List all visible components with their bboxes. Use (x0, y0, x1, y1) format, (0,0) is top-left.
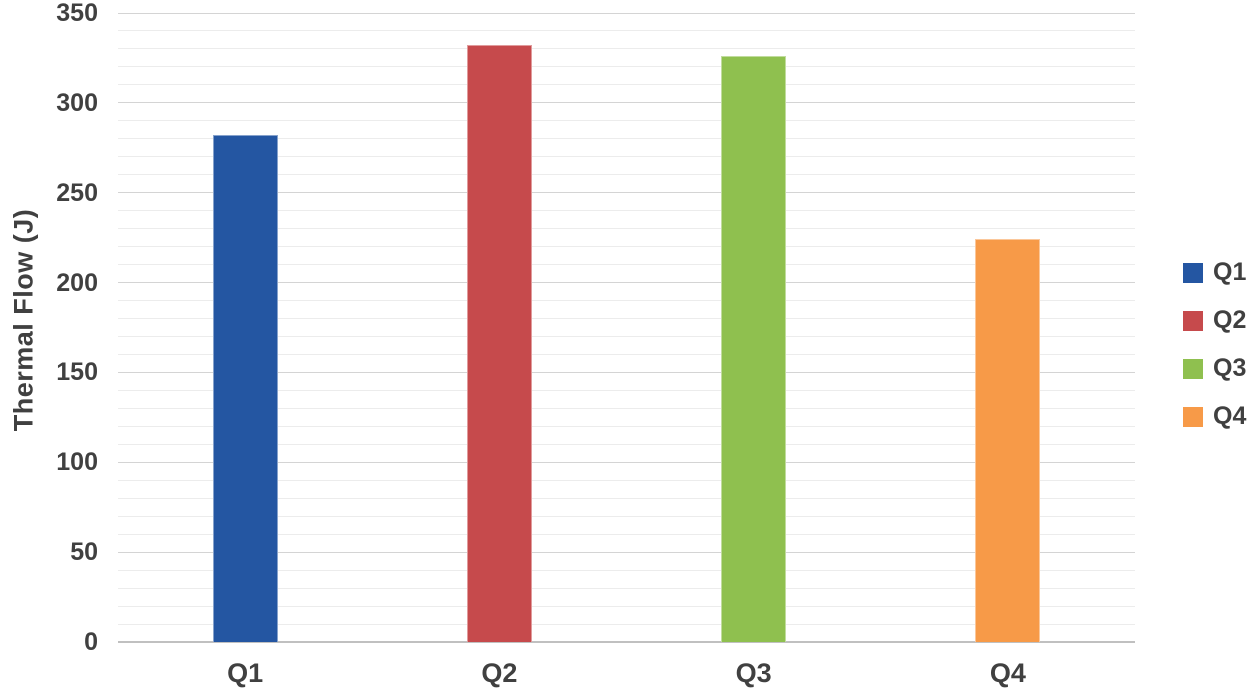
minor-gridline-70 (118, 515, 1135, 517)
minor-gridline-260 (118, 174, 1135, 176)
legend-label-q2: Q2 (1213, 306, 1247, 334)
legend-swatch-q2 (1183, 310, 1203, 331)
minor-gridline-190 (118, 300, 1135, 302)
major-gridline-300 (118, 102, 1135, 104)
minor-gridline-160 (118, 353, 1135, 355)
minor-gridline-270 (118, 156, 1135, 158)
legend-label-q3: Q3 (1213, 354, 1247, 382)
minor-gridline-170 (118, 336, 1135, 337)
minor-gridline-310 (118, 84, 1135, 86)
y-axis-tick-250: 250 (56, 178, 98, 207)
x-axis-label-q3: Q3 (735, 658, 772, 688)
x-axis-line (118, 641, 1135, 643)
minor-gridline-240 (118, 210, 1135, 212)
legend-item-q2: Q2 (1183, 306, 1247, 334)
major-gridline-50 (118, 551, 1135, 553)
legend-swatch-q3 (1183, 358, 1203, 379)
minor-gridline-330 (118, 48, 1135, 50)
minor-gridline-220 (118, 246, 1135, 248)
bar-q1 (212, 135, 278, 642)
major-gridline-350 (118, 12, 1135, 14)
y-axis-tick-300: 300 (56, 88, 98, 117)
major-gridline-150 (118, 371, 1135, 373)
legend-item-q1: Q1 (1183, 258, 1247, 286)
minor-gridline-320 (118, 66, 1135, 68)
minor-gridline-230 (118, 228, 1135, 230)
y-axis-tick-0: 0 (84, 628, 98, 656)
legend-swatch-q4 (1183, 406, 1203, 427)
minor-gridline-340 (118, 30, 1135, 32)
minor-gridline-140 (118, 389, 1135, 391)
x-axis-label-q2: Q2 (481, 658, 518, 688)
minor-gridline-180 (118, 318, 1135, 320)
minor-gridline-30 (118, 587, 1135, 589)
minor-gridline-60 (118, 533, 1135, 535)
major-gridline-250 (118, 192, 1135, 194)
minor-gridline-280 (118, 138, 1135, 140)
y-axis-title: Thermal Flow (J) (8, 208, 39, 432)
minor-gridline-130 (118, 407, 1135, 409)
y-axis-tick-50: 50 (70, 538, 98, 567)
y-axis-tick-350: 350 (56, 0, 98, 27)
minor-gridline-10 (118, 623, 1135, 625)
minor-gridline-110 (118, 443, 1135, 445)
legend-label-q1: Q1 (1213, 258, 1247, 286)
y-axis-tick-200: 200 (56, 268, 98, 297)
major-gridline-200 (118, 282, 1135, 284)
minor-gridline-20 (118, 605, 1135, 607)
legend-item-q3: Q3 (1183, 354, 1247, 382)
bar-q2 (466, 45, 532, 642)
bar-q4 (975, 239, 1041, 642)
minor-gridline-90 (118, 479, 1135, 481)
minor-gridline-120 (118, 425, 1135, 427)
legend-item-q4: Q4 (1183, 402, 1247, 430)
bar-q3 (721, 56, 787, 642)
legend-label-q4: Q4 (1213, 402, 1247, 430)
plot-area (118, 12, 1135, 643)
minor-gridline-80 (118, 497, 1135, 499)
major-gridline-100 (118, 461, 1135, 463)
legend-swatch-q1 (1183, 262, 1203, 283)
legend: Q1 Q2 Q3 Q4 (1183, 258, 1247, 430)
minor-gridline-290 (118, 120, 1135, 122)
x-axis-label-q4: Q4 (989, 658, 1026, 688)
y-axis-tick-100: 100 (56, 448, 98, 477)
y-axis-tick-150: 150 (56, 358, 98, 387)
x-axis-label-q1: Q1 (227, 658, 264, 688)
minor-gridline-210 (118, 264, 1135, 266)
minor-gridline-40 (118, 569, 1135, 571)
